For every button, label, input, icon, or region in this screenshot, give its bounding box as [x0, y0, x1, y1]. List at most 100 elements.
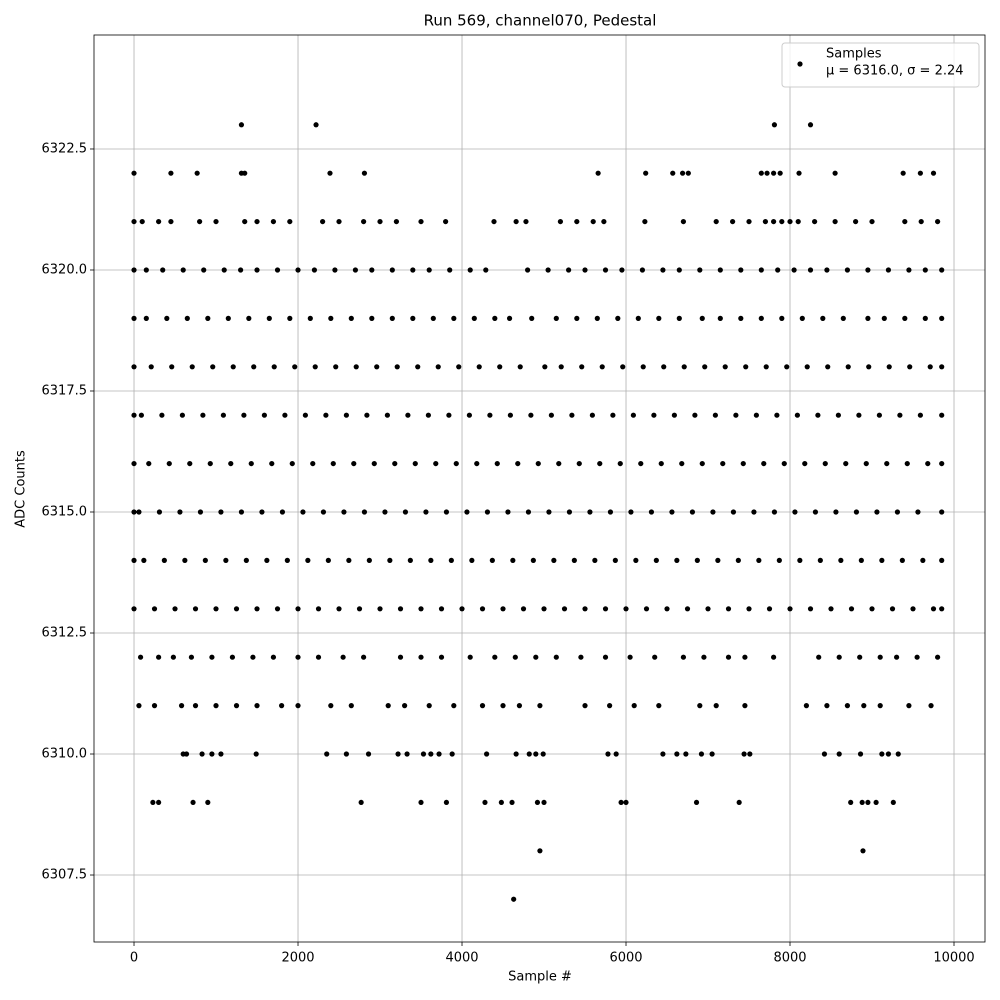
- sample-point: [671, 412, 677, 418]
- sample-point: [594, 315, 600, 321]
- sample-point: [467, 267, 473, 273]
- sample-point: [312, 364, 318, 370]
- sample-point: [885, 751, 892, 757]
- x-tick-label: 2000: [281, 951, 314, 966]
- sample-point: [902, 218, 908, 225]
- sample-point: [513, 218, 519, 225]
- sample-point: [436, 751, 442, 757]
- sample-point: [223, 557, 229, 564]
- sample-point: [746, 218, 752, 225]
- sample-point: [451, 703, 457, 709]
- sample-point: [374, 364, 380, 370]
- sample-point: [643, 606, 650, 612]
- sample-point: [213, 606, 219, 612]
- sample-point: [511, 896, 517, 902]
- sample-point: [177, 509, 183, 515]
- sample-point: [907, 364, 913, 370]
- sample-point: [159, 412, 165, 418]
- sample-point: [717, 267, 723, 273]
- sample-point: [305, 557, 311, 564]
- sample-point: [857, 654, 863, 660]
- sample-point: [836, 654, 842, 660]
- sample-point: [816, 654, 822, 660]
- sample-point: [182, 557, 188, 564]
- sample-point: [717, 315, 723, 321]
- sample-point: [758, 315, 764, 321]
- sample-point: [168, 170, 174, 176]
- sample-point: [836, 751, 842, 757]
- sample-point: [824, 267, 830, 273]
- sample-point: [474, 460, 480, 467]
- sample-point: [225, 315, 231, 321]
- sample-point: [771, 654, 777, 660]
- x-axis-label: Sample #: [508, 970, 572, 985]
- x-tick-label: 6000: [609, 951, 642, 966]
- sample-point: [170, 654, 176, 660]
- sample-point: [812, 218, 818, 225]
- sample-point: [674, 751, 680, 757]
- sample-point: [844, 703, 851, 709]
- sample-point: [201, 267, 207, 273]
- sample-point: [763, 364, 769, 370]
- sample-point: [233, 703, 240, 709]
- y-tick-label: 6312.5: [42, 626, 88, 641]
- sample-point: [877, 703, 883, 709]
- sample-point: [500, 606, 506, 612]
- sample-point: [404, 751, 410, 757]
- sample-point: [192, 606, 199, 612]
- sample-point: [500, 703, 506, 709]
- sample-point: [569, 412, 575, 418]
- sample-point: [443, 799, 450, 806]
- sample-point: [284, 557, 290, 564]
- sample-point: [597, 460, 603, 467]
- sample-point: [512, 654, 518, 660]
- sample-point: [722, 364, 728, 370]
- sample-point: [369, 267, 375, 273]
- sample-point: [653, 557, 659, 564]
- sample-point: [209, 654, 215, 660]
- sample-point: [479, 606, 486, 612]
- sample-point: [131, 315, 137, 321]
- sample-point: [207, 460, 213, 467]
- sample-point: [180, 267, 186, 273]
- sample-point: [160, 267, 166, 273]
- sample-point: [336, 218, 342, 225]
- sample-point: [466, 412, 472, 418]
- sample-point: [692, 412, 698, 418]
- sample-point: [324, 751, 330, 757]
- sample-point: [771, 218, 777, 225]
- sample-point: [845, 364, 851, 370]
- sample-point: [899, 557, 905, 564]
- sample-point: [566, 509, 573, 515]
- sample-point: [336, 606, 342, 612]
- sample-point: [505, 509, 511, 515]
- sample-point: [589, 412, 595, 418]
- sample-point: [361, 218, 367, 225]
- sample-point: [327, 170, 333, 176]
- sample-point: [418, 654, 424, 660]
- sample-point: [824, 703, 830, 709]
- sample-point: [315, 606, 322, 612]
- sample-point: [397, 606, 404, 612]
- sample-point: [561, 606, 568, 612]
- sample-point: [771, 509, 778, 515]
- sample-point: [394, 364, 400, 370]
- sample-point: [369, 315, 375, 321]
- sample-point: [307, 315, 313, 321]
- sample-point: [865, 799, 871, 806]
- sample-point: [343, 412, 349, 418]
- sample-point: [371, 460, 377, 467]
- sample-point: [415, 364, 421, 370]
- sample-point: [838, 557, 844, 564]
- sample-point: [860, 848, 866, 854]
- sample-point: [530, 557, 536, 564]
- sample-point: [890, 799, 896, 806]
- sample-point: [241, 412, 247, 418]
- legend-box: [781, 42, 980, 88]
- sample-point: [230, 364, 236, 370]
- sample-point: [438, 606, 445, 612]
- sample-point: [779, 315, 785, 321]
- series: [131, 122, 945, 902]
- sample-point: [602, 606, 609, 612]
- sample-point: [131, 170, 137, 176]
